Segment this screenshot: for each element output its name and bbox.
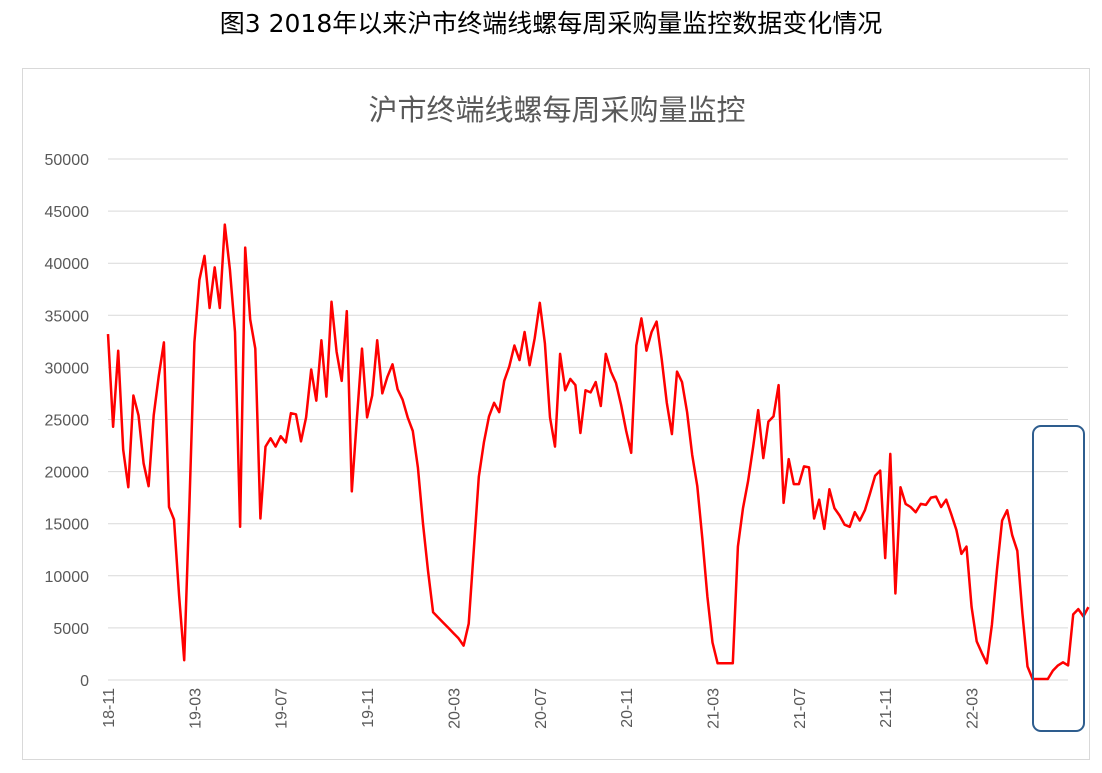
x-tick-label: 19-03 bbox=[187, 688, 204, 729]
y-tick-label: 0 bbox=[80, 673, 89, 690]
x-tick-label: 22-03 bbox=[965, 688, 982, 729]
y-tick-label: 5000 bbox=[53, 621, 89, 638]
grid-lines bbox=[108, 158, 1068, 681]
y-tick-label: 35000 bbox=[45, 308, 90, 325]
y-tick-label: 30000 bbox=[45, 360, 90, 377]
x-tick-label: 21-07 bbox=[792, 688, 809, 729]
highlight-box bbox=[1032, 425, 1085, 732]
y-tick-label: 10000 bbox=[45, 569, 90, 586]
x-tick-label: 19-07 bbox=[274, 688, 291, 729]
y-tick-label: 25000 bbox=[45, 413, 90, 430]
series-line bbox=[106, 223, 1090, 681]
y-tick-label: 20000 bbox=[45, 465, 90, 482]
x-tick-label: 20-03 bbox=[446, 688, 463, 729]
x-tick-label: 20-07 bbox=[533, 688, 550, 729]
y-tick-label: 40000 bbox=[45, 256, 90, 273]
figure-caption: 图3 2018年以来沪市终端线螺每周采购量监控数据变化情况 bbox=[219, 9, 883, 38]
chart-title: 沪市终端线螺每周采购量监控 bbox=[368, 93, 745, 127]
y-tick-label: 50000 bbox=[45, 152, 90, 169]
x-tick-label: 20-11 bbox=[619, 688, 636, 728]
y-axis-tick-labels: 0 5000 10000 15000 20000 25000 30000 35000 40000… bbox=[45, 152, 90, 690]
x-axis-tick-labels: 18-11 19-03 19-07 19-11 20-03 20-07 20-11 21-03… bbox=[101, 688, 982, 729]
x-tick-label: 21-11 bbox=[878, 688, 895, 728]
x-tick-label: 18-11 bbox=[101, 688, 118, 728]
x-tick-label: 21-03 bbox=[706, 688, 723, 729]
y-tick-label: 45000 bbox=[45, 204, 90, 221]
x-tick-label: 19-11 bbox=[360, 688, 377, 728]
y-tick-label: 15000 bbox=[45, 517, 90, 534]
